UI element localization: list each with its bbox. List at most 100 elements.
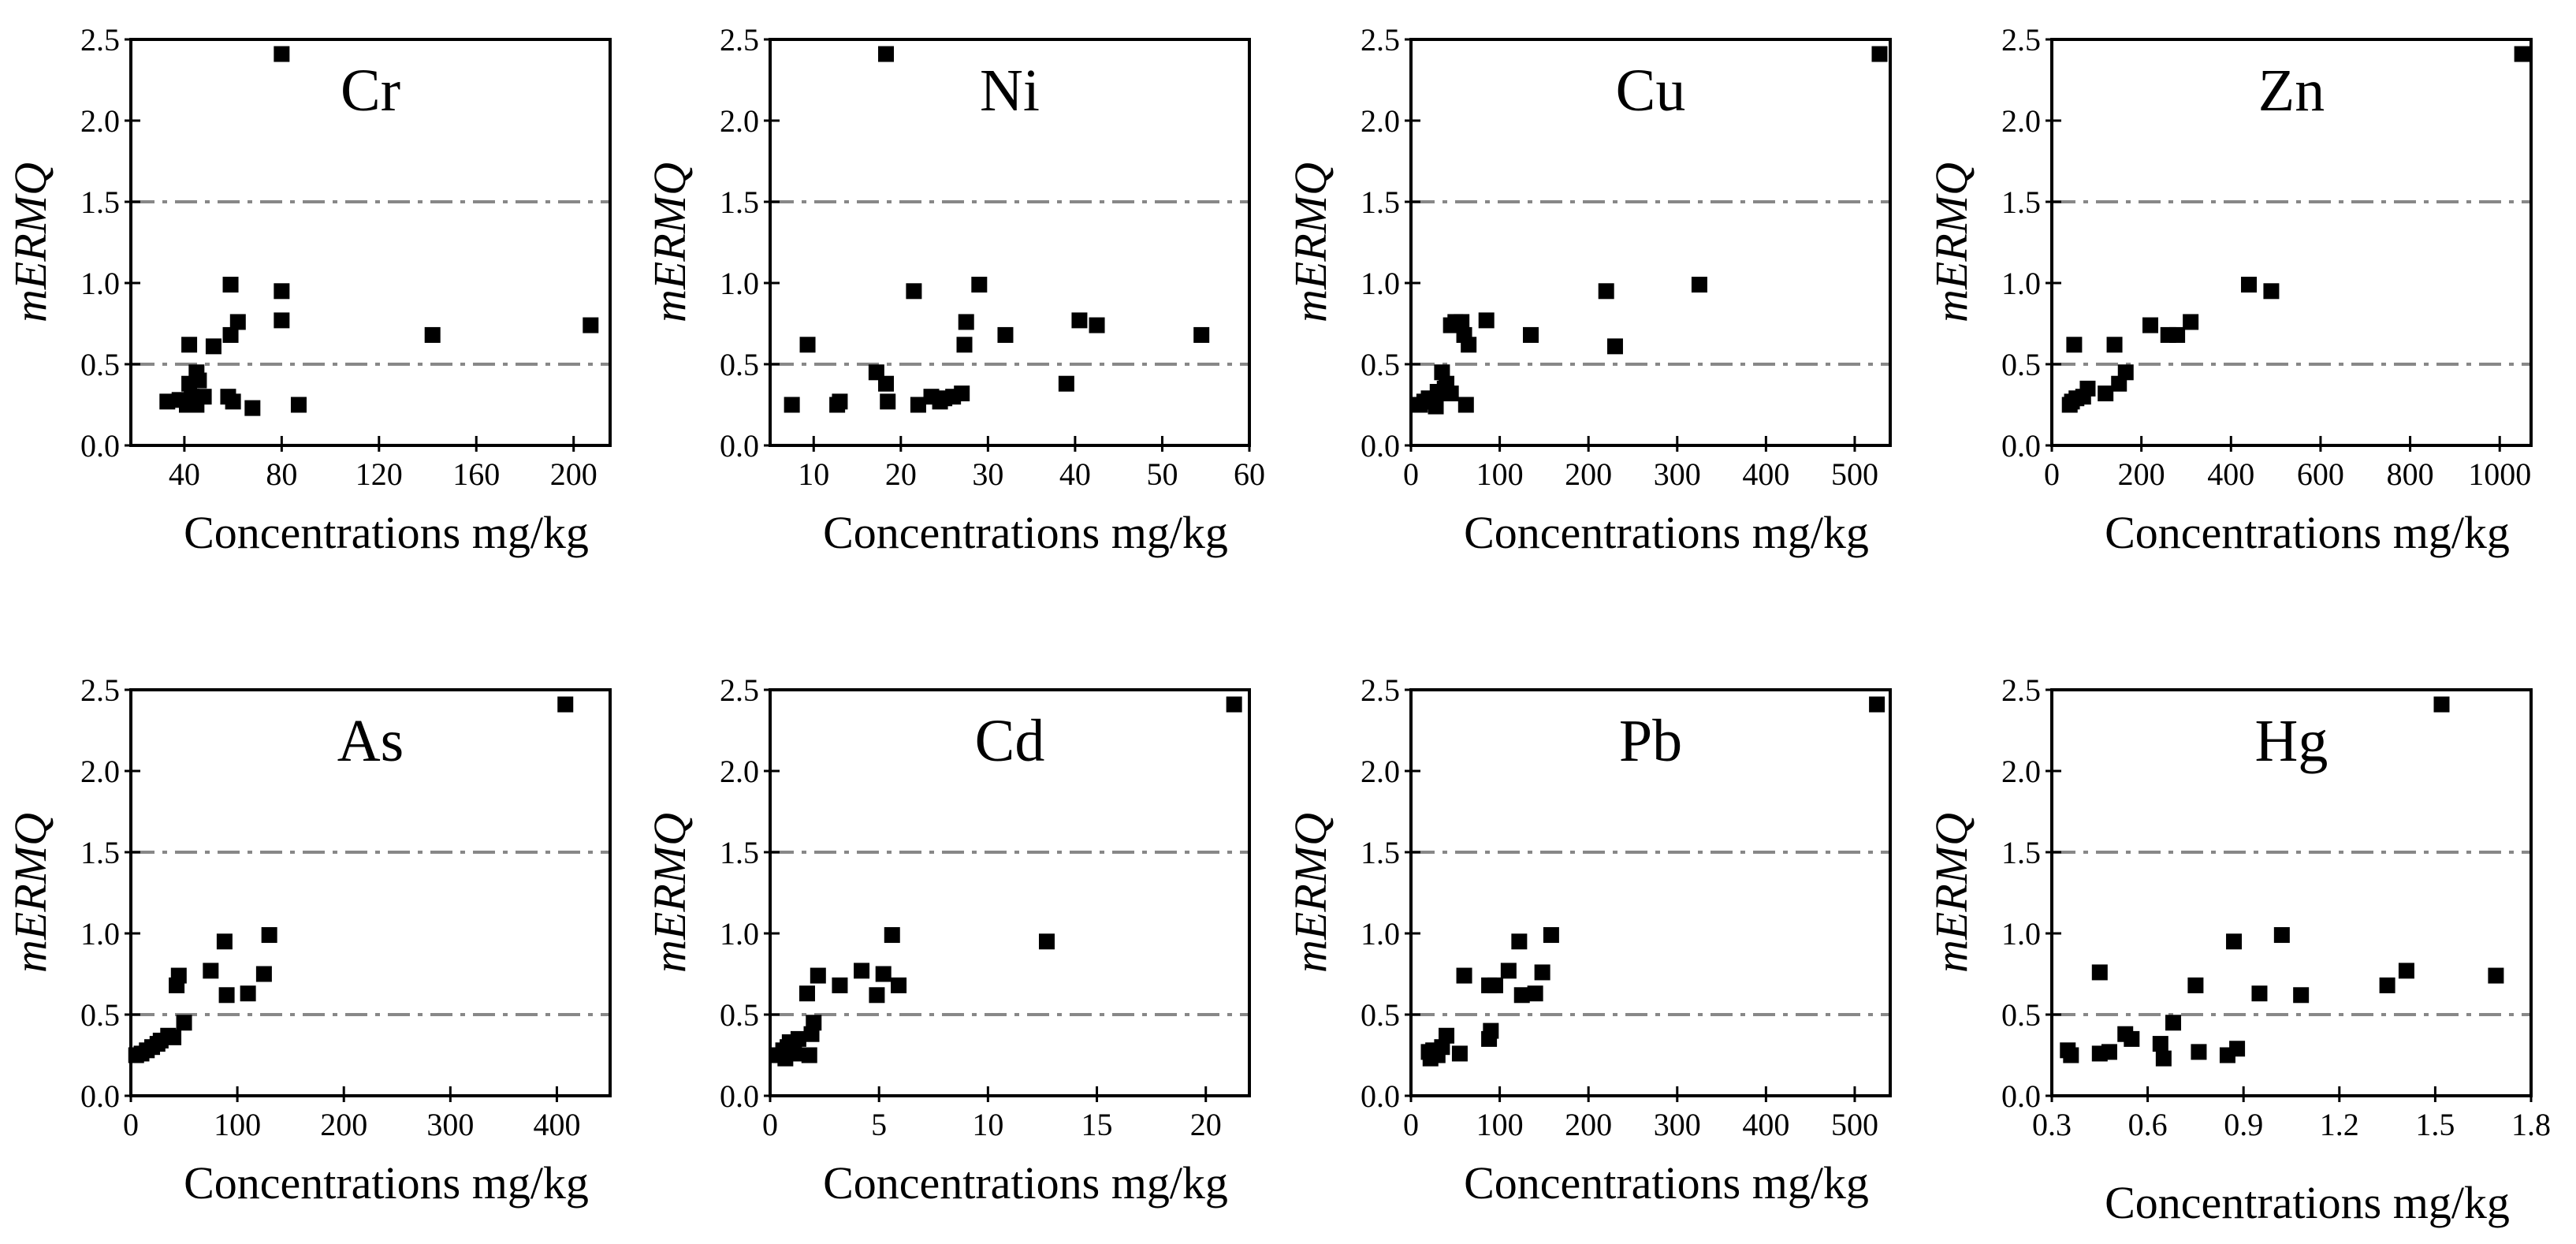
x-tick-label: 300 [1654,456,1701,492]
data-point [2433,696,2450,713]
data-point [997,326,1014,343]
x-tick-label: 160 [452,456,500,492]
y-tick-label: 1.0 [2001,916,2041,952]
x-tick-label: 60 [1234,456,1265,492]
panel-title: Cd [975,708,1045,774]
data-point [274,46,290,62]
y-tick-label: 1.0 [80,266,120,301]
data-point [2124,1030,2140,1047]
data-point [1456,967,1472,984]
panel-cr: 0.0 0.5 1.0 1.5 2.0 2.5 40 80 120 160 200 Cr Concent… [5,22,612,558]
panel-pb: 0.0 0.5 1.0 1.5 2.0 2.5 0 100 200 300 400 500 Pb Conc… [1285,672,1892,1209]
data-point [2063,1047,2079,1063]
x-tick-label: 500 [1831,456,1878,492]
y-tick-label: 2.5 [80,672,120,708]
data-point [2165,1015,2182,1031]
data-point [216,933,233,950]
data-point [1511,933,1528,950]
x-tick-label: 0 [123,1107,139,1142]
x-tick-label: 0.6 [2128,1107,2168,1142]
x-axis-label: Concentrations mg/kg [823,1157,1228,1209]
data-point [2229,1041,2246,1057]
y-tick-label: 2.5 [720,22,759,58]
panel-cu: 0.0 0.5 1.0 1.5 2.0 2.5 0 100 200 300 400 500 Cu Conc… [1285,22,1892,558]
x-tick-label: 200 [1565,456,1612,492]
x-tick-label: 30 [972,456,1003,492]
data-point [195,389,212,405]
data-point [878,375,895,392]
data-point [1869,696,1885,713]
data-point [880,393,896,410]
plot-frame [2050,38,2533,447]
x-tick-label: 15 [1081,1107,1113,1142]
x-tick-label: 50 [1146,456,1178,492]
data-point [225,393,241,410]
y-tick-label: 0.5 [2001,997,2041,1033]
x-tick-label: 0 [1403,456,1419,492]
data-point [2061,397,2078,413]
x-tick-label: 0.9 [2224,1107,2263,1142]
x-tick-label: 100 [214,1107,261,1142]
x-tick-label: 20 [885,456,917,492]
x-axis-label: Concentrations mg/kg [184,1157,589,1209]
plot-frame [129,38,612,447]
data-point [784,397,800,413]
data-point [255,966,272,982]
panel-ni: 0.0 0.5 1.0 1.5 2.0 2.5 10 20 30 40 50 60 Ni Concentr… [644,22,1265,558]
data-point [2379,977,2395,993]
y-tick-label: 2.0 [1361,103,1400,139]
y-tick-label: 0.5 [1361,997,1400,1033]
plot-frame [129,688,612,1097]
y-tick-label: 1.5 [1361,835,1400,870]
x-axis-label: Concentrations mg/kg [184,507,589,558]
data-point [166,1029,182,1045]
x-tick-label: 400 [2207,456,2254,492]
y-tick-label: 0.5 [80,347,120,382]
y-tick-label: 1.0 [1361,916,1400,952]
data-point [2241,277,2258,293]
data-point [1871,46,1888,62]
data-point [956,337,973,353]
y-tick-label: 0.0 [720,428,759,464]
x-tick-label: 10 [972,1107,1003,1142]
y-axis-label: mERMQ [644,162,695,322]
data-point [159,393,176,410]
x-tick-label: 1000 [2468,456,2531,492]
data-point [1527,985,1543,1002]
data-point [128,1047,144,1063]
data-point [2111,375,2127,392]
data-point [1089,317,1105,333]
x-tick-label: 500 [1831,1107,1878,1142]
y-axis-label: mERMQ [5,813,56,973]
data-point [2273,927,2290,944]
data-point [1428,398,1444,415]
panel-title: Zn [2258,58,2325,124]
data-point [2263,283,2280,300]
y-tick-label: 1.5 [2001,835,2041,870]
x-tick-label: 400 [1742,1107,1789,1142]
y-tick-label: 0.5 [720,997,759,1033]
data-point [1481,1030,1498,1047]
data-point [1500,963,1517,979]
data-point [810,967,826,984]
y-tick-label: 2.0 [720,754,759,789]
y-tick-label: 1.5 [2001,184,2041,220]
y-tick-label: 2.0 [720,103,759,139]
y-tick-label: 0.0 [720,1078,759,1114]
y-tick-label: 0.5 [80,997,120,1033]
data-point [891,977,907,993]
data-point [169,977,185,993]
data-point [954,385,970,402]
data-point [1058,375,1074,392]
data-point [869,987,885,1004]
data-point [971,277,988,293]
data-point [274,312,290,329]
x-tick-label: 120 [356,456,403,492]
panel-title: Hg [2255,708,2328,774]
data-point [1691,277,1707,293]
y-tick-label: 0.5 [2001,347,2041,382]
x-tick-label: 0 [2044,456,2060,492]
panel-title: Cr [341,58,400,124]
y-tick-label: 1.0 [1361,266,1400,301]
data-point [1598,283,1614,300]
